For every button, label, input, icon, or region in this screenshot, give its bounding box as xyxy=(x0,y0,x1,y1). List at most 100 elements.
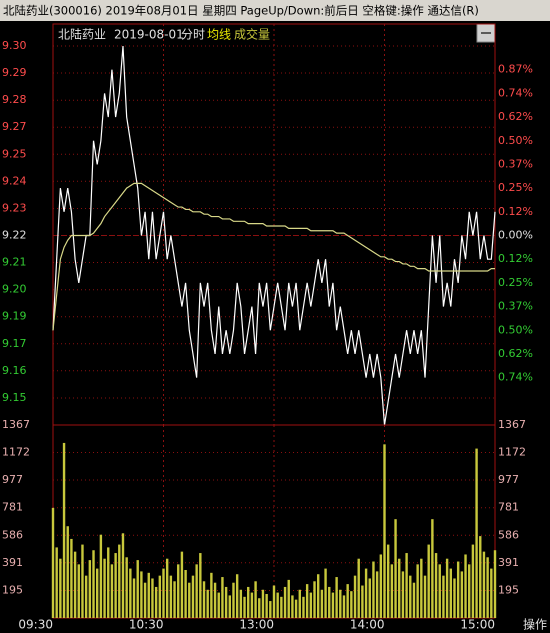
volume-bar xyxy=(372,561,375,618)
y2-tick-label: 1367 xyxy=(498,418,526,431)
legend-entry: 成交量 xyxy=(234,27,270,42)
y2-tick-label: 391 xyxy=(498,556,519,569)
y-tick-label: 586 xyxy=(2,528,23,541)
volume-bar xyxy=(165,558,169,618)
y-tick-label: 9.21 xyxy=(2,256,27,269)
volume-bar xyxy=(394,519,397,618)
corner-button[interactable]: 操作 xyxy=(523,617,547,632)
volume-bar xyxy=(475,448,478,618)
y2-tick-label: 0.37% xyxy=(498,157,533,170)
y-tick-label: 1172 xyxy=(2,446,30,459)
volume-bar xyxy=(158,575,162,618)
price-line xyxy=(52,182,495,331)
volume-bar xyxy=(335,577,338,618)
volume-bar xyxy=(390,564,394,618)
volume-bar xyxy=(177,564,180,618)
volume-bar xyxy=(361,585,364,618)
volume-bar xyxy=(228,595,231,618)
volume-bar xyxy=(195,564,198,618)
y2-tick-label: 977 xyxy=(498,473,519,486)
volume-bar xyxy=(493,550,497,618)
date: 2019-08-01 xyxy=(114,28,184,42)
y-tick-label: 9.15 xyxy=(2,391,27,404)
y-tick-label: 9.29 xyxy=(2,66,27,79)
volume-bar xyxy=(129,568,132,618)
volume-bar xyxy=(460,571,464,618)
volume-bar xyxy=(339,589,342,618)
volume-bar xyxy=(269,601,272,618)
y-tick-label: 9.22 xyxy=(2,229,27,242)
volume-bar xyxy=(235,574,239,618)
y2-tick-label: 0.74% xyxy=(498,371,533,384)
volume-bar xyxy=(107,547,110,618)
volume-bar xyxy=(210,572,213,618)
volume-bar xyxy=(471,544,475,618)
volume-bar xyxy=(401,571,405,618)
y2-tick-label: 1172 xyxy=(498,446,526,459)
volume-bar xyxy=(456,561,460,618)
y2-tick-label: 195 xyxy=(498,583,519,596)
volume-bar xyxy=(427,544,430,618)
volume-bar xyxy=(431,519,434,618)
volume-bar xyxy=(247,586,250,618)
volume-bar xyxy=(468,564,471,618)
y-tick-label: 9.25 xyxy=(2,147,27,160)
volume-bar xyxy=(62,442,66,618)
volume-bar xyxy=(55,547,58,618)
volume-bar xyxy=(291,595,294,618)
volume-bar xyxy=(114,553,117,618)
volume-bar xyxy=(88,560,92,618)
volume-bar xyxy=(409,575,412,618)
volume-bar xyxy=(239,589,243,618)
volume-bar xyxy=(96,568,99,618)
volume-bar xyxy=(199,553,202,618)
volume-bar xyxy=(84,575,88,618)
y-tick-label: 9.30 xyxy=(2,39,27,52)
y2-tick-label: 0.62% xyxy=(498,347,533,360)
volume-bar xyxy=(346,584,349,618)
volume-bar xyxy=(479,536,482,618)
y-tick-label: 977 xyxy=(2,473,23,486)
volume-bar xyxy=(136,560,139,618)
volume-bar xyxy=(173,581,176,618)
volume-bar xyxy=(51,507,55,618)
volume-bar xyxy=(287,579,290,618)
volume-bar xyxy=(386,544,390,618)
y-tick-label: 781 xyxy=(2,501,23,514)
y-tick-label: 9.23 xyxy=(2,201,27,214)
volume-bar xyxy=(317,574,320,618)
volume-bar xyxy=(243,596,246,618)
y2-tick-label: 586 xyxy=(498,528,519,541)
volume-bar xyxy=(464,554,467,618)
volume-bar xyxy=(258,598,261,618)
volume-bar xyxy=(486,557,489,618)
volume-bar xyxy=(283,586,287,618)
x-tick-label: 14:00 xyxy=(350,618,385,632)
mode: 分时 xyxy=(181,28,205,42)
y2-tick-label: 0.87% xyxy=(498,63,533,76)
title-bar-text: 北陆药业(300016) 2019年08月01日 星期四 PageUp/Down… xyxy=(3,4,479,18)
volume-bar xyxy=(147,572,150,618)
volume-bar xyxy=(423,575,427,618)
y-tick-label: 9.27 xyxy=(2,120,27,133)
volume-bar xyxy=(81,544,84,618)
y-tick-label: 1367 xyxy=(2,418,30,431)
volume-bar xyxy=(272,585,276,618)
volume-bar xyxy=(73,551,77,618)
volume-bar xyxy=(357,558,360,618)
volume-bar xyxy=(405,553,408,618)
volume-bar xyxy=(59,558,62,618)
volume-bar xyxy=(294,599,298,618)
volume-bar xyxy=(328,586,331,618)
volume-bar xyxy=(276,592,279,618)
y-tick-label: 9.19 xyxy=(2,310,27,323)
volume-bar xyxy=(445,558,449,618)
volume-bar xyxy=(398,558,401,618)
y2-tick-label: 0.37% xyxy=(498,300,533,313)
y2-tick-label: 0.74% xyxy=(498,86,533,99)
y-tick-label: 9.24 xyxy=(2,174,27,187)
y2-tick-label: 0.62% xyxy=(498,110,533,123)
volume-bar xyxy=(368,578,371,618)
volume-bar xyxy=(416,564,419,618)
